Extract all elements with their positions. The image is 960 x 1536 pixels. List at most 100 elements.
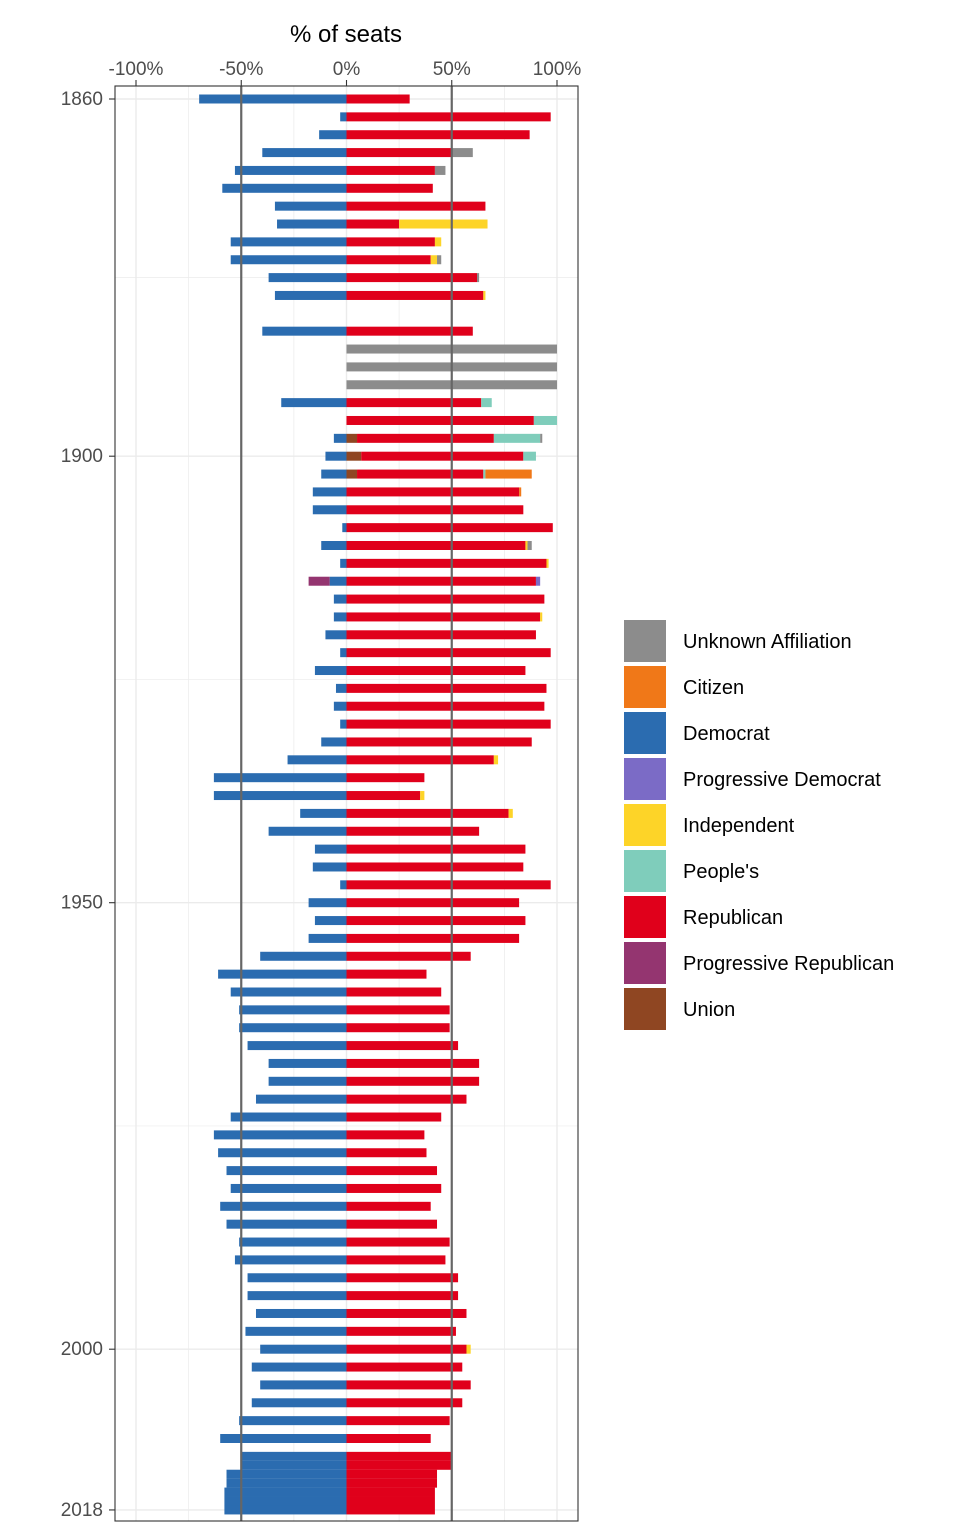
legend: Unknown Affiliation Citizen Democrat Progre…: [624, 620, 894, 1030]
legend-key: [624, 712, 666, 754]
bar-segment: [213, 773, 347, 783]
bar-segment: [346, 183, 433, 193]
bar-segment: [333, 701, 347, 711]
bar-segment: [308, 898, 347, 908]
bar-segment: [346, 1237, 450, 1247]
x-tick-label: 50%: [433, 59, 471, 80]
bar-segment: [342, 523, 347, 533]
bar-segment: [540, 433, 543, 443]
legend-label: Democrat: [683, 723, 770, 745]
bar-segment: [346, 1460, 452, 1470]
bar-segment: [241, 1460, 347, 1470]
bar-segment: [399, 219, 488, 229]
x-axis-ticks: -100% -50% 0% 50% 100%: [109, 59, 581, 86]
bar-segment: [262, 326, 347, 336]
bar-segment: [483, 469, 486, 479]
bar-segment: [239, 1005, 347, 1015]
bar-segment: [239, 1416, 347, 1426]
bar-segment: [220, 1434, 347, 1443]
bar-segment: [346, 1362, 463, 1372]
bar-segment: [346, 237, 435, 247]
bar-segment: [346, 94, 410, 104]
bar-segment: [325, 451, 347, 461]
bar-segment: [268, 273, 347, 283]
bar-segment: [346, 1496, 435, 1506]
bar-segment: [325, 630, 347, 640]
bar-segment: [346, 326, 473, 336]
legend-key: [624, 620, 666, 662]
bar-segment: [346, 755, 494, 765]
bar-segment: [224, 1505, 347, 1515]
bar-segment: [346, 1273, 459, 1283]
bar-segment: [361, 451, 524, 461]
bar-segment: [346, 433, 358, 443]
bar-segment: [346, 1451, 452, 1461]
bar-segment: [199, 94, 347, 104]
bar-segment: [346, 1112, 442, 1122]
bar-segment: [346, 576, 536, 586]
bar-segment: [346, 916, 526, 926]
bar-segment: [346, 558, 547, 568]
bar-segment: [340, 558, 347, 568]
bar-segment: [346, 808, 509, 818]
legend-key: [624, 988, 666, 1030]
bar-segment: [346, 791, 421, 801]
legend-label: Independent: [683, 815, 795, 837]
y-tick-label: 1950: [61, 893, 103, 914]
bar-segment: [346, 1219, 438, 1229]
bar-segment: [346, 1398, 463, 1408]
bar-segment: [260, 951, 347, 961]
bar-segment: [333, 594, 347, 604]
bar-segment: [255, 1094, 347, 1104]
bar-segment: [234, 165, 347, 175]
bar-segment: [333, 433, 347, 443]
bar-segment: [437, 255, 442, 265]
bar-segment: [222, 183, 347, 193]
bar-segment: [346, 148, 452, 158]
bar-segment: [226, 1166, 347, 1176]
bar-segment: [230, 1112, 347, 1122]
bar-segment: [346, 255, 431, 265]
bar-segment: [346, 1076, 480, 1086]
bar-segment: [312, 862, 347, 872]
bar-segment: [239, 1023, 347, 1033]
bar-segment: [346, 683, 547, 693]
bar-segment: [346, 719, 551, 729]
bar-segment: [251, 1362, 347, 1372]
legend-label: Republican: [683, 907, 783, 929]
bar-segment: [314, 844, 347, 854]
bar-segment: [340, 880, 347, 890]
bar-segment: [226, 1469, 347, 1479]
bar-segment: [493, 433, 541, 443]
bar-segment: [281, 398, 347, 408]
bar-segment: [346, 505, 524, 515]
legend-label: Progressive Republican: [683, 953, 894, 975]
bar-segment: [319, 130, 347, 140]
bar-segment: [477, 273, 480, 283]
bar-segment: [247, 1273, 347, 1283]
bar-segment: [346, 273, 478, 283]
bar-segment: [268, 1076, 347, 1086]
bar-segment: [335, 683, 347, 693]
bar-segment: [346, 1183, 442, 1193]
x-axis-title: % of seats: [290, 21, 402, 48]
bar-segment: [224, 1487, 347, 1497]
bar-segment: [314, 666, 347, 676]
legend-label: Unknown Affiliation: [683, 631, 852, 653]
bar-segment: [346, 844, 526, 854]
bar-segment: [346, 630, 536, 640]
bar-segment: [346, 130, 530, 140]
bar-segment: [224, 1496, 347, 1506]
bar-segment: [346, 987, 442, 997]
bar-segment: [230, 237, 347, 247]
y-tick-label: 1860: [61, 89, 103, 110]
bar-segment: [247, 1041, 347, 1051]
bar-segment: [346, 415, 534, 425]
bar-segment: [239, 1237, 347, 1247]
bar-segment: [247, 1291, 347, 1301]
bar-segment: [346, 594, 545, 604]
bar-segment: [346, 1326, 456, 1336]
bar-segment: [340, 719, 347, 729]
bar-segment: [346, 1023, 450, 1033]
bar-segment: [312, 505, 347, 515]
